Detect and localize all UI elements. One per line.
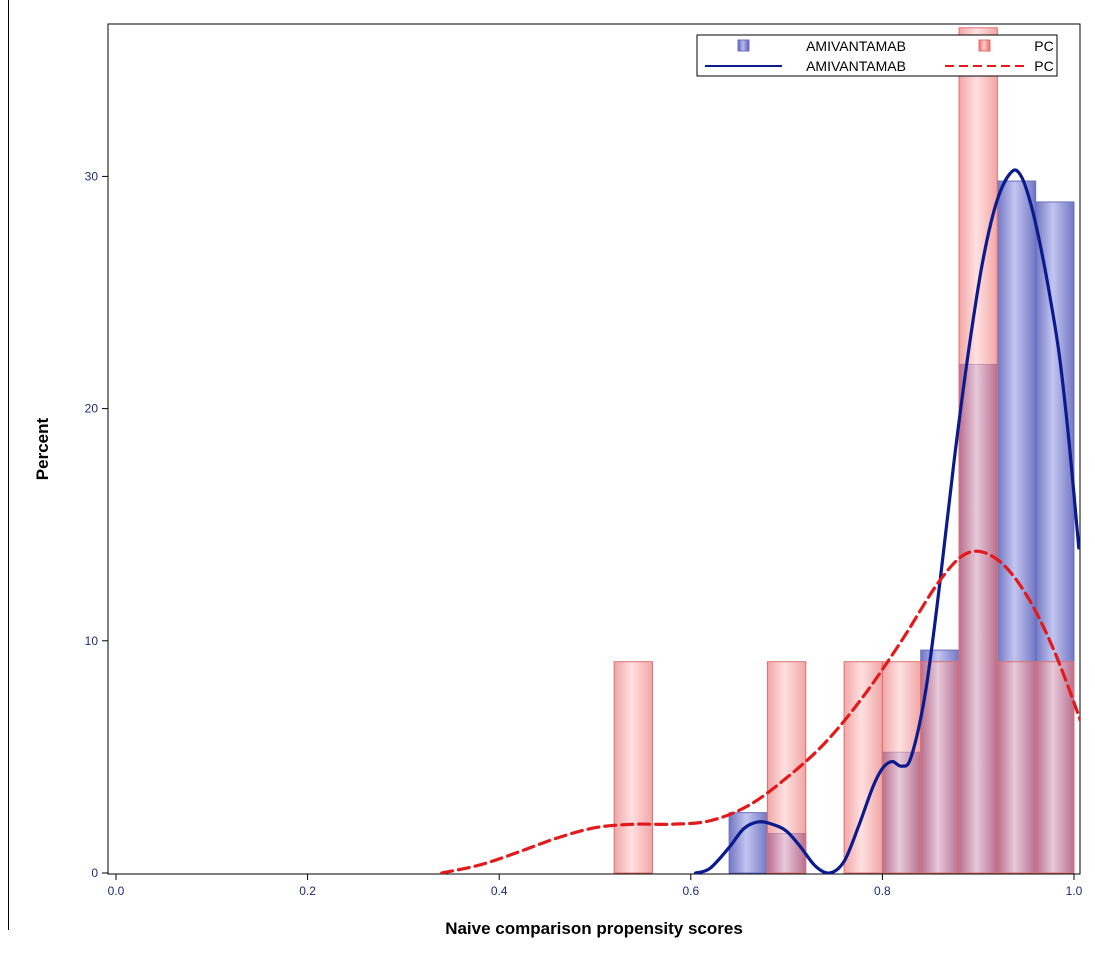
- y-tick-label: 30: [85, 169, 99, 183]
- y-axis: 0 10 20 30: [85, 169, 108, 880]
- density-curves: [440, 168, 1080, 874]
- legend-pc-bar-label: PC: [1034, 38, 1053, 54]
- pc-density-curve: [440, 549, 1080, 874]
- pc-bar-4: [920, 661, 960, 874]
- legend-amivantamab-bar-label: AMIVANTAMAB: [806, 38, 906, 54]
- page-left-border: [8, 0, 9, 930]
- legend-pc-curve-label: PC: [1034, 58, 1053, 74]
- y-tick-label: 0: [91, 866, 98, 880]
- x-tick-label: 0.4: [491, 884, 508, 898]
- legend-amivantamab-bar-swatch: [737, 39, 750, 52]
- y-axis-title: Percent: [33, 417, 52, 480]
- pc-bar-6: [996, 661, 1037, 874]
- amivantamab-density-curve: [693, 168, 1080, 874]
- pc-bar-5: [958, 27, 998, 874]
- x-tick-label: 0.8: [874, 884, 891, 898]
- x-tick-label: 0.6: [682, 884, 699, 898]
- x-tick-label: 0.0: [108, 884, 125, 898]
- legend-amivantamab-curve-label: AMIVANTAMAB: [806, 58, 906, 74]
- legend: AMIVANTAMAB PC AMIVANTAMAB PC: [696, 34, 1058, 77]
- x-axis-title: Naive comparison propensity scores: [445, 919, 743, 938]
- pc-bar-2: [843, 661, 883, 874]
- pc-bar-0: [613, 661, 653, 874]
- y-tick-label: 20: [85, 402, 99, 416]
- legend-pc-bar-swatch: [978, 39, 991, 52]
- x-tick-label: 1.0: [1066, 884, 1083, 898]
- x-axis: 0.0 0.2 0.4 0.6 0.8 1.0: [108, 874, 1083, 898]
- x-tick-label: 0.2: [299, 884, 316, 898]
- legend-box: [696, 34, 1058, 77]
- y-tick-label: 10: [85, 634, 99, 648]
- pc-bar-7: [1035, 661, 1075, 874]
